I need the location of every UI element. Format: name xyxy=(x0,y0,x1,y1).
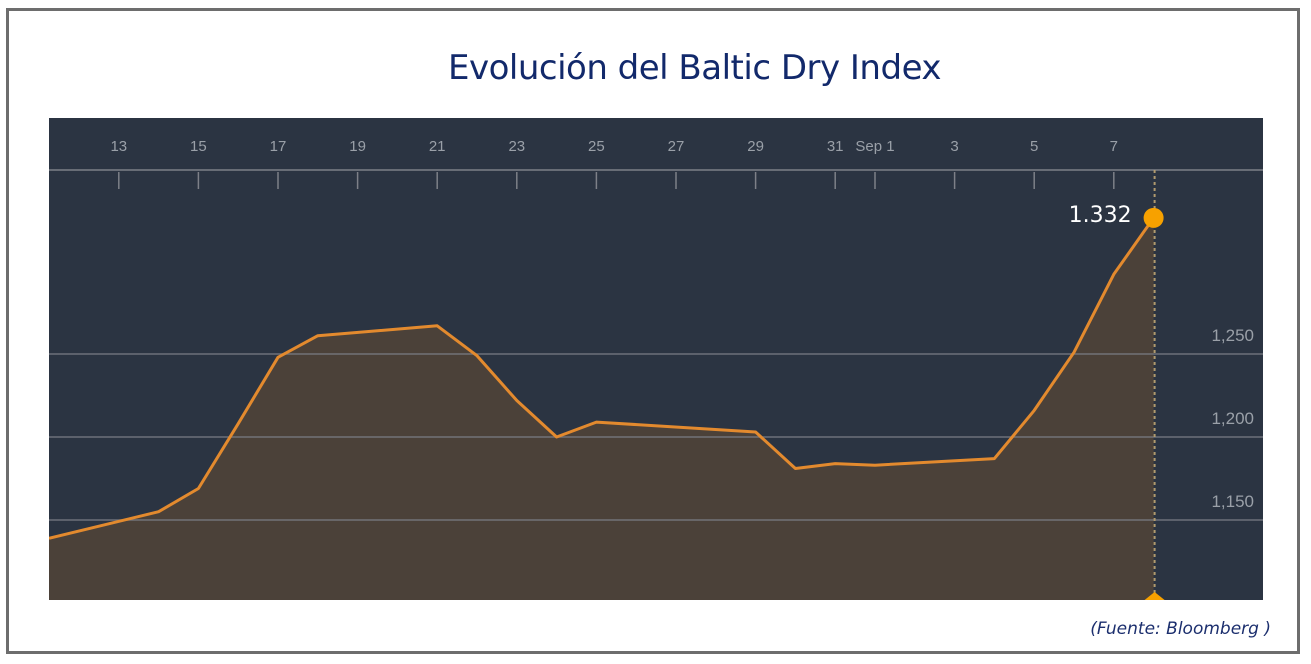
data-line xyxy=(49,217,1155,540)
x-tick-label: 21 xyxy=(428,138,446,155)
highlight-value-label: 1.332 xyxy=(1068,202,1132,228)
source-note: (Fuente: Bloomberg ) xyxy=(1090,619,1271,639)
x-tick-label: 17 xyxy=(269,138,287,155)
x-tick-label: 5 xyxy=(1030,138,1039,155)
y-tick-label: 1,200 xyxy=(1211,409,1254,428)
x-tick-label: 13 xyxy=(110,138,128,155)
x-tick-label: 7 xyxy=(1109,138,1118,155)
bottom-marker xyxy=(1144,592,1165,600)
x-tick-label: 23 xyxy=(508,138,526,155)
x-tick-label: 27 xyxy=(667,138,685,155)
x-tick-label: 15 xyxy=(190,138,207,155)
area-fill xyxy=(49,217,1154,600)
x-tick-label: 19 xyxy=(349,138,366,155)
x-tick-label: 25 xyxy=(588,138,605,155)
x-tick-label: 3 xyxy=(950,138,959,155)
highlight-dot xyxy=(1143,207,1164,228)
x-tick-label: 29 xyxy=(747,138,764,155)
chart-title: Evolución del Baltic Dry Index xyxy=(447,48,942,88)
y-tick-label: 1,150 xyxy=(1211,492,1254,511)
plot-area: 13 15 17 19 21 23 25 27 29 31 Sep 1 3 5 7 1,150 1,200 1… xyxy=(49,118,1263,600)
chart-svg xyxy=(49,169,1263,600)
x-tick-label: 31 xyxy=(826,138,844,155)
x-tick-label: Sep 1 xyxy=(855,138,895,155)
y-tick-label: 1,250 xyxy=(1211,326,1254,345)
